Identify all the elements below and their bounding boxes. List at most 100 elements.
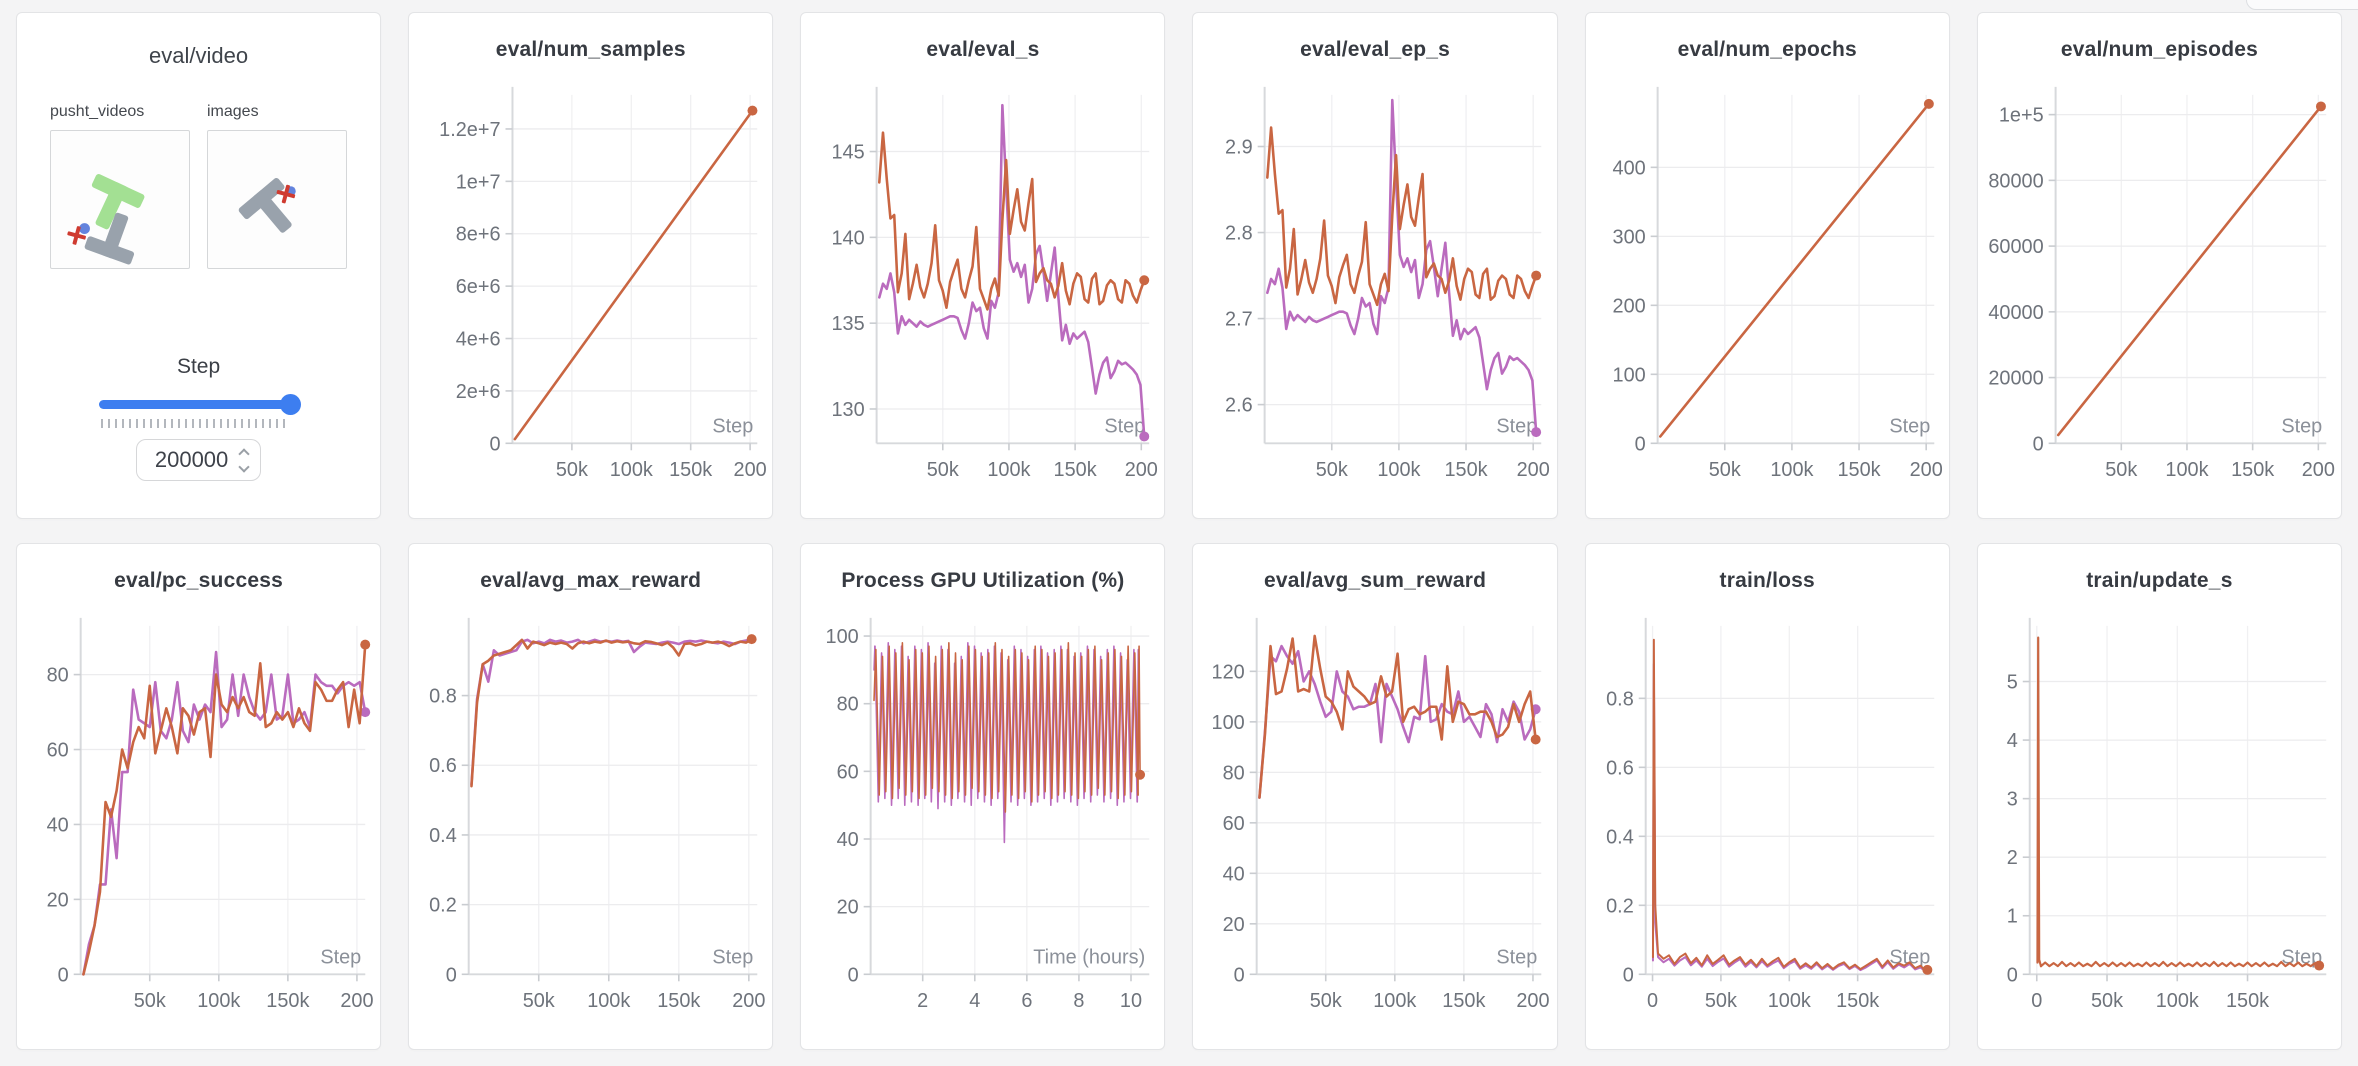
step-input[interactable]: 200000: [135, 439, 262, 481]
svg-text:100k: 100k: [2156, 990, 2199, 1012]
cutoff-panel: [2246, 0, 2358, 10]
chart-gpu-utilization[interactable]: 2 4 6 8 10 0 20 40 60 80 100 Time (hours): [801, 604, 1162, 1043]
svg-text:100k: 100k: [1770, 459, 1813, 481]
svg-text:Step: Step: [1889, 415, 1930, 437]
panel-eval-num-samples: eval/num_samples 50k 100k 150k 200 0 2e+6 4e+6…: [408, 12, 774, 519]
svg-text:1: 1: [2007, 906, 2018, 928]
svg-text:100k: 100k: [610, 459, 653, 481]
panel-title: eval/num_epochs: [1677, 38, 1857, 61]
svg-text:0.6: 0.6: [429, 755, 457, 777]
svg-text:60: 60: [1223, 813, 1245, 835]
svg-text:0.4: 0.4: [1606, 826, 1634, 848]
svg-text:150k: 150k: [1443, 990, 1486, 1012]
svg-text:50k: 50k: [1310, 990, 1342, 1012]
chart-eval-avg-sum-reward[interactable]: 50k 100k 150k 200 0 20 40 60 80 100 120 Step: [1193, 604, 1554, 1043]
svg-text:200: 200: [732, 990, 765, 1012]
svg-text:0: 0: [446, 964, 457, 986]
svg-text:50k: 50k: [1705, 990, 1737, 1012]
chart-eval-num-epochs[interactable]: 50k 100k 150k 200 0 100 200 300 400 Step: [1586, 73, 1947, 512]
media-row: pusht_videos: [50, 103, 362, 269]
svg-text:0: 0: [490, 433, 501, 455]
chart-eval-eval-s[interactable]: 50k 100k 150k 200 130 135 140 145 Step: [801, 73, 1162, 512]
panel-train-update-s: train/update_s 0 50k 100k 150k 0 1 2 3 4 5 Step: [1976, 543, 2342, 1050]
svg-text:0: 0: [2007, 964, 2018, 986]
svg-text:300: 300: [1612, 226, 1645, 248]
video-thumbnail-pusht[interactable]: [50, 130, 190, 269]
step-slider[interactable]: [98, 394, 301, 415]
media-item-images: images: [207, 103, 347, 269]
chart-eval-num-samples[interactable]: 50k 100k 150k 200 0 2e+6 4e+6 6e+6 8e+6 1e+7 1.2e+…: [409, 73, 770, 512]
slider-ruler: [100, 419, 289, 428]
svg-text:40: 40: [47, 814, 69, 836]
stepper-up-icon[interactable]: [238, 447, 250, 460]
svg-text:130: 130: [832, 399, 865, 421]
svg-text:100k: 100k: [2165, 459, 2208, 481]
svg-text:20: 20: [837, 897, 859, 919]
step-slider-label: Step: [176, 355, 221, 378]
chart-eval-num-episodes[interactable]: 50k 100k 150k 200 0 20000 40000 60000 80000 1e+5 S…: [1978, 73, 2339, 512]
svg-text:100k: 100k: [197, 990, 240, 1012]
panel-eval-eval-s: eval/eval_s 50k 100k 150k 200 130 135 140 145 St…: [800, 12, 1166, 519]
svg-text:50k: 50k: [2091, 990, 2123, 1012]
panel-title: train/loss: [1719, 569, 1815, 592]
svg-text:0.8: 0.8: [429, 686, 457, 708]
svg-text:80: 80: [1223, 762, 1245, 784]
svg-text:0: 0: [58, 964, 69, 986]
chart-train-loss[interactable]: 0 50k 100k 150k 0 0.2 0.4 0.6 0.8 Step: [1586, 604, 1947, 1043]
panel-title: Process GPU Utilization (%): [841, 569, 1125, 592]
pusht-video-frame: [67, 174, 145, 265]
panel-title: eval/avg_max_reward: [480, 569, 702, 592]
svg-text:2.6: 2.6: [1226, 395, 1254, 417]
svg-text:0: 0: [1647, 990, 1658, 1012]
slider-knob[interactable]: [279, 394, 301, 415]
svg-text:10: 10: [1120, 990, 1142, 1012]
svg-text:80000: 80000: [1988, 170, 2043, 192]
svg-text:2.8: 2.8: [1226, 223, 1254, 245]
panel-eval-num-episodes: eval/num_episodes 50k 100k 150k 200 0 20000 40…: [1976, 12, 2342, 519]
stepper-down-icon[interactable]: [238, 460, 250, 473]
svg-text:Step: Step: [2281, 415, 2322, 437]
svg-text:Step: Step: [713, 946, 754, 968]
svg-text:1e+7: 1e+7: [456, 171, 501, 193]
svg-text:Step: Step: [1497, 946, 1538, 968]
panel-eval-num-epochs: eval/num_epochs 50k 100k 150k 200 0 100 200 300…: [1584, 12, 1950, 519]
image-frame: [238, 177, 296, 233]
svg-text:150k: 150k: [1836, 990, 1879, 1012]
svg-text:Step: Step: [713, 415, 754, 437]
svg-text:2.9: 2.9: [1226, 136, 1254, 158]
svg-text:100k: 100k: [1374, 990, 1417, 1012]
svg-text:3: 3: [2007, 789, 2018, 811]
svg-text:0.2: 0.2: [429, 895, 457, 917]
slider-track[interactable]: [98, 400, 299, 409]
svg-text:0: 0: [1634, 433, 1645, 455]
image-thumbnail[interactable]: [207, 130, 347, 269]
svg-text:100: 100: [1212, 712, 1245, 734]
svg-text:0: 0: [1234, 964, 1245, 986]
stepper-buttons[interactable]: [238, 447, 250, 473]
chart-eval-pc-success[interactable]: 50k 100k 150k 200 0 20 40 60 80 Step: [17, 604, 378, 1043]
svg-text:120: 120: [1212, 661, 1245, 683]
chart-eval-eval-ep-s[interactable]: 50k 100k 150k 200 2.6 2.7 2.8 2.9 Step: [1193, 73, 1554, 512]
svg-text:40: 40: [837, 829, 859, 851]
chart-train-update-s[interactable]: 0 50k 100k 150k 0 1 2 3 4 5 Step: [1978, 604, 2339, 1043]
svg-text:20: 20: [47, 889, 69, 911]
svg-text:0: 0: [2031, 990, 2042, 1012]
panel-title: eval/num_samples: [495, 38, 686, 61]
panel-eval-pc-success: eval/pc_success 50k 100k 150k 200 0 20 40 60 80 S…: [16, 543, 382, 1050]
svg-text:200: 200: [1612, 295, 1645, 317]
svg-text:100k: 100k: [587, 990, 630, 1012]
panel-train-loss: train/loss 0 50k 100k 150k 0 0.2 0.4 0.6 0.8 Step: [1584, 543, 1950, 1050]
svg-text:1e+5: 1e+5: [1999, 105, 2044, 127]
svg-text:0.2: 0.2: [1606, 895, 1634, 917]
svg-text:80: 80: [837, 694, 859, 716]
svg-text:50k: 50k: [523, 990, 555, 1012]
svg-text:2: 2: [2007, 847, 2018, 869]
svg-text:4: 4: [2007, 730, 2018, 752]
step-value: 200000: [154, 447, 229, 472]
panel-title: eval/eval_s: [926, 38, 1040, 61]
svg-text:135: 135: [832, 313, 865, 335]
svg-text:0: 0: [2032, 433, 2043, 455]
svg-text:6: 6: [1022, 990, 1033, 1012]
chart-eval-avg-max-reward[interactable]: 50k 100k 150k 200 0 0.2 0.4 0.6 0.8 Step: [409, 604, 770, 1043]
